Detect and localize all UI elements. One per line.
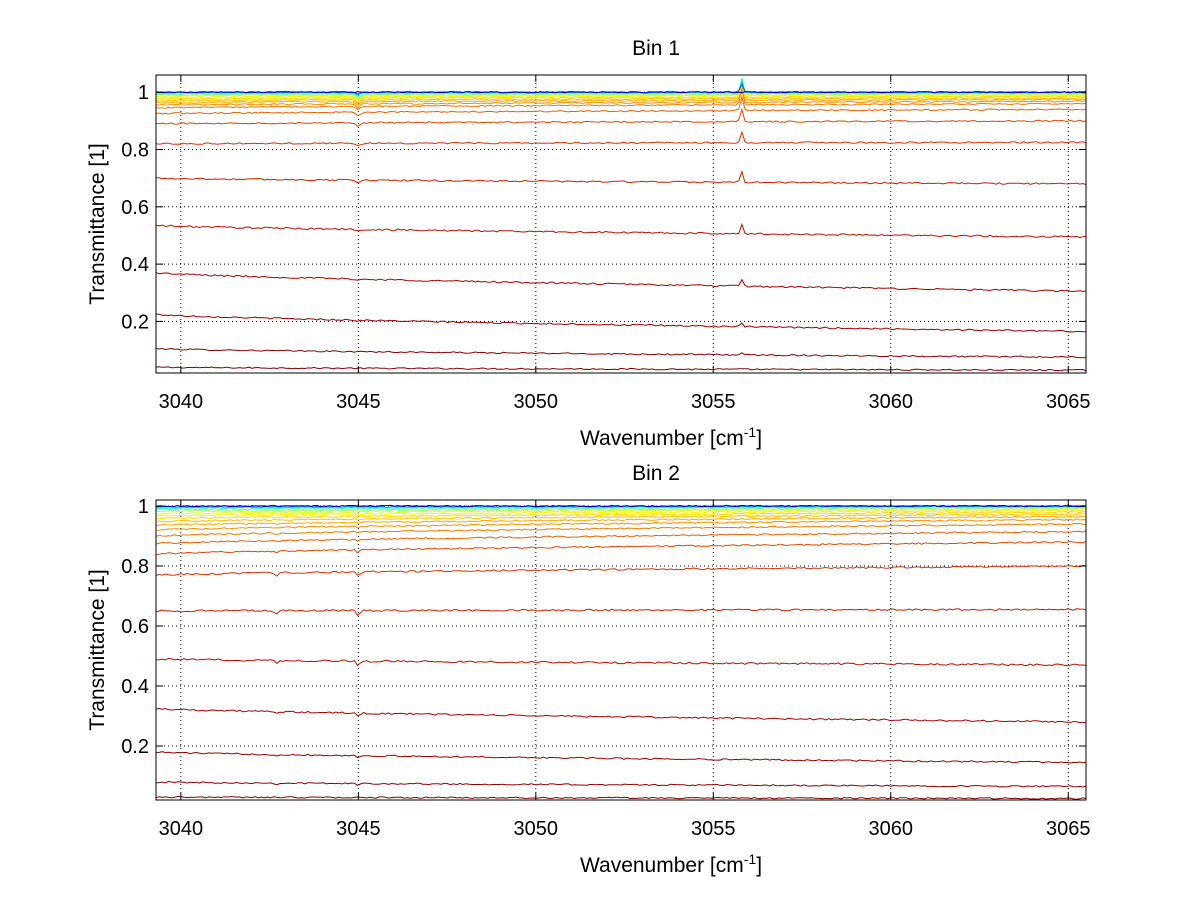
chart-1-xlabel-superscript: -1	[744, 424, 757, 440]
chart-2-axes-frame	[155, 499, 1087, 801]
chart-1-plot-area	[156, 75, 1086, 373]
chart-2-xtick-label-3: 3055	[691, 818, 736, 840]
chart-2-series-line-16	[155, 507, 1087, 515]
chart-2-ytick-label-2: 0.6	[121, 616, 149, 638]
chart-2-series-line-13	[155, 513, 1087, 523]
chart-2-series-line-5	[155, 657, 1087, 667]
chart-2-series-line-6	[155, 608, 1087, 617]
chart-1-ytick-label-1: 0.4	[121, 254, 149, 276]
chart-2-series-line-1	[155, 796, 1087, 800]
chart-2-series-line-11	[155, 518, 1087, 531]
chart-2-xtick-label-0: 3040	[159, 818, 204, 840]
chart-1-series-line-4	[155, 271, 1087, 293]
chart-1-ytick-label-2: 0.6	[121, 197, 149, 219]
chart-1-xlabel-text: Wavenumber [cm	[580, 427, 744, 450]
chart-2-ytick-label-3: 0.8	[121, 556, 149, 578]
chart-2-xlabel-superscript: -1	[744, 851, 757, 867]
chart-2-series-line-4	[155, 707, 1087, 724]
chart-1-series-line-3	[155, 313, 1087, 333]
chart-2-series-line-8	[155, 540, 1087, 556]
chart-1-series-line-1	[155, 366, 1087, 372]
chart-2-ytick-label-0: 0.2	[121, 736, 149, 758]
chart-2-series-line-14	[155, 510, 1087, 520]
chart-1-ytick-label-0: 0.2	[121, 311, 149, 333]
chart-2-series-line-9	[155, 530, 1087, 545]
chart-1-series-line-12	[155, 85, 1087, 106]
chart-2-series-line-2	[156, 780, 1087, 788]
chart-2-xtick-label-4: 3060	[869, 818, 914, 840]
chart-1-xtick-label-0: 3040	[159, 391, 204, 413]
chart-1-series-line-6	[156, 169, 1087, 186]
chart-2-xlabel-end: ]	[756, 854, 762, 877]
chart-2-series-line-3	[155, 751, 1087, 764]
chart-1-ytick-label-3: 0.8	[121, 140, 149, 162]
chart-1-series-line-2	[155, 347, 1087, 359]
chart-1-series-line-9	[155, 95, 1087, 117]
chart-2-series-line-7	[155, 564, 1087, 577]
chart-2-xtick-label-1: 3045	[336, 818, 381, 840]
chart-1-series-line-8	[155, 107, 1087, 127]
chart-1-series-line-22	[155, 91, 1087, 94]
chart-1-xtick-label-4: 3060	[869, 391, 914, 413]
chart-2-ytick-label-4: 1	[138, 496, 149, 518]
chart-1-axes-frame	[155, 74, 1087, 374]
chart-2-ylabel: Transmittance [1]	[86, 569, 109, 730]
chart-2-xlabel: Wavenumber [cm-1]	[580, 851, 762, 877]
chart-2-series-line-15	[155, 509, 1087, 517]
chart-2-xtick-label-2: 3050	[514, 818, 559, 840]
chart-1-xlabel-end: ]	[756, 427, 762, 450]
chart-1-xtick-label-1: 3045	[336, 391, 381, 413]
chart-1-ytick-label-4: 1	[138, 82, 149, 104]
chart-1-series-line-5	[155, 222, 1087, 239]
chart-1-xtick-label-3: 3055	[691, 391, 736, 413]
chart-1-xtick-label-5: 3065	[1046, 391, 1091, 413]
chart-1-series-line-7	[155, 130, 1087, 147]
chart-1-title: Bin 1	[632, 37, 680, 60]
chart-2-xlabel-text: Wavenumber [cm	[580, 854, 744, 877]
subplot-bin-1: 3040 3045 3050 3055 3060 3065 0.2 0.4 0.6 0.8 1 Bin…	[86, 37, 1091, 450]
chart-2-xtick-label-5: 3065	[1046, 818, 1091, 840]
chart-2-title: Bin 2	[632, 462, 680, 485]
chart-1-xtick-label-2: 3050	[514, 391, 559, 413]
chart-2-series-line-22	[155, 504, 1087, 508]
chart-2-series-line-12	[155, 515, 1086, 527]
chart-1-series-line-13	[155, 83, 1087, 104]
chart-2-ytick-label-1: 0.4	[121, 676, 149, 698]
chart-1-ylabel: Transmittance [1]	[86, 143, 109, 304]
chart-2-series-line-10	[155, 522, 1087, 537]
chart-1-series-line-10	[155, 89, 1087, 111]
chart-1-xlabel: Wavenumber [cm-1]	[580, 424, 762, 450]
chart-1-series-line-11	[155, 87, 1087, 109]
subplot-bin-2: 3040 3045 3050 3055 3060 3065 0.2 0.4 0.6 0.8 1 Bin…	[86, 462, 1091, 877]
